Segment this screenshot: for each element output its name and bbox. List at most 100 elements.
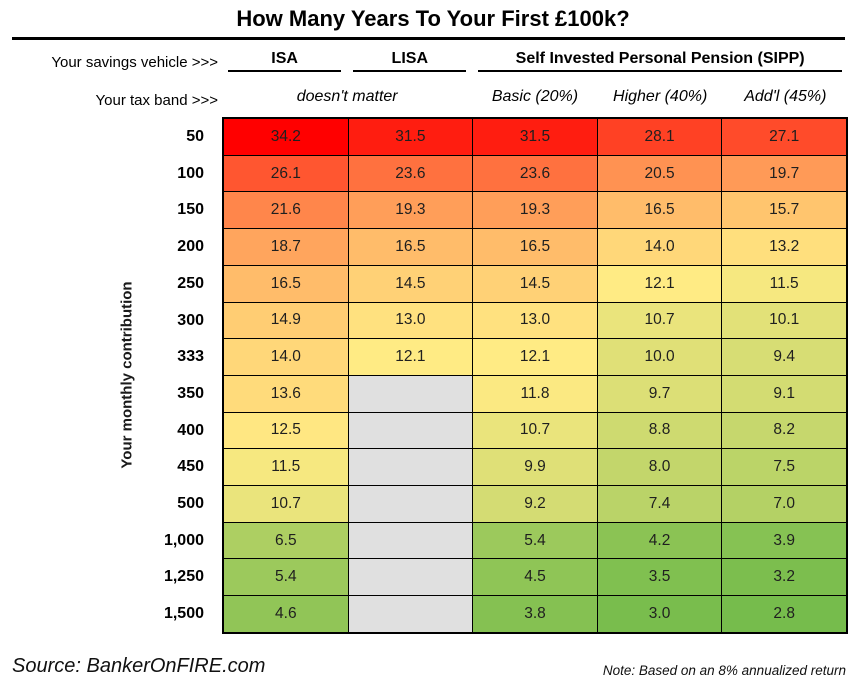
row-label: 1,250 — [163, 568, 204, 586]
tax-band-higher: Higher (40%) — [613, 88, 708, 105]
heatmap-grid: 34.2 31.5 31.5 28.1 27.1 26.1 23.6 23.6 20.5 19.7… — [222, 117, 848, 634]
heatmap-cell: 3.9 — [722, 522, 846, 559]
heatmap-cell: 16.5 — [348, 229, 473, 265]
row-label: 100 — [177, 164, 204, 182]
heatmap-cell: 19.7 — [722, 155, 846, 192]
heatmap-cell: 3.2 — [722, 559, 846, 596]
heatmap-cell: 10.1 — [722, 302, 846, 339]
heatmap-cell: 4.6 — [224, 596, 348, 632]
heatmap-cell: 7.5 — [722, 449, 846, 486]
vehicle-header-lisa: LISA — [353, 50, 467, 72]
heatmap-cell: 14.5 — [348, 265, 473, 302]
heatmap-cell: 14.0 — [597, 229, 722, 265]
row-label: 350 — [177, 384, 204, 402]
row-label: 150 — [177, 201, 204, 219]
heatmap-cell: 14.0 — [224, 339, 348, 375]
vehicle-header-sipp: Self Invested Personal Pension (SIPP) — [478, 50, 842, 72]
heatmap-cell: 13.0 — [473, 302, 597, 339]
tax-band-label: Your tax band >>> — [95, 92, 218, 109]
heatmap-cell: 16.5 — [473, 229, 597, 265]
heatmap-cell: 23.6 — [473, 155, 597, 192]
heatmap-cell: 19.3 — [473, 192, 597, 229]
heatmap-cell: 21.6 — [224, 192, 348, 229]
heatmap-cell: 10.0 — [597, 339, 722, 375]
heatmap-cell: 9.4 — [722, 339, 846, 375]
vehicle-header-isa: ISA — [228, 50, 342, 72]
heatmap-cell: 8.8 — [597, 412, 722, 449]
heatmap-cell: 3.5 — [597, 559, 722, 596]
heatmap-cell: 10.7 — [473, 412, 597, 449]
heatmap-cell: 14.5 — [473, 265, 597, 302]
heatmap-cell: 10.7 — [597, 302, 722, 339]
heatmap-cell: 16.5 — [597, 192, 722, 229]
row-label: 333 — [177, 348, 204, 366]
row-label: 1,000 — [163, 531, 204, 549]
heatmap-cell: 12.5 — [224, 412, 348, 449]
source-text: Source: BankerOnFIRE.com — [12, 655, 266, 677]
empty-cell — [348, 596, 473, 632]
heatmap-cell: 9.1 — [722, 375, 846, 412]
heatmap-cell: 11.5 — [722, 265, 846, 302]
heatmap-cell: 3.8 — [473, 596, 597, 632]
heatmap-cell: 14.9 — [224, 302, 348, 339]
tax-band-doesnt-matter: doesn't matter — [296, 88, 398, 105]
row-labels-column: 50 100 150 200 250 300 333 350 400 450 500 1,000 1,2… — [0, 119, 204, 632]
tax-band-basic: Basic (20%) — [491, 88, 579, 105]
heatmap-cell: 11.5 — [224, 449, 348, 486]
row-label: 500 — [177, 495, 204, 513]
tax-band-additional: Add'l (45%) — [744, 88, 827, 105]
heatmap-cell: 8.0 — [597, 449, 722, 486]
heatmap-cell: 13.2 — [722, 229, 846, 265]
row-label: 250 — [177, 274, 204, 292]
heatmap-cell: 20.5 — [597, 155, 722, 192]
empty-cell — [348, 449, 473, 486]
y-axis-label: Your monthly contribution — [118, 281, 136, 469]
heatmap-cell: 5.4 — [224, 559, 348, 596]
vehicle-header-row: ISA LISA Self Invested Personal Pension … — [222, 50, 848, 72]
row-label: 300 — [177, 311, 204, 329]
heatmap-cell: 6.5 — [224, 522, 348, 559]
heatmap-cell: 13.6 — [224, 375, 348, 412]
heatmap-cell: 9.2 — [473, 486, 597, 522]
empty-cell — [348, 412, 473, 449]
heatmap-cell: 13.0 — [348, 302, 473, 339]
heatmap-cell: 16.5 — [224, 265, 348, 302]
heatmap-cell: 3.0 — [597, 596, 722, 632]
heatmap-cell: 8.2 — [722, 412, 846, 449]
heatmap-cell: 34.2 — [224, 119, 348, 155]
tax-band-header-row: doesn't matter Basic (20%) Higher (40%) … — [222, 88, 848, 106]
heatmap-cell: 7.0 — [722, 486, 846, 522]
empty-cell — [348, 559, 473, 596]
row-label: 50 — [186, 128, 204, 145]
heatmap-cell: 12.1 — [597, 265, 722, 302]
empty-cell — [348, 375, 473, 412]
heatmap-cell: 4.2 — [597, 522, 722, 559]
note-text: Note: Based on an 8% annualized return — [602, 663, 846, 678]
title-rule — [12, 37, 845, 40]
row-label: 1,500 — [163, 605, 204, 623]
empty-cell — [348, 522, 473, 559]
heatmap-cell: 12.1 — [473, 339, 597, 375]
heatmap-cell: 28.1 — [597, 119, 722, 155]
heatmap-cell: 23.6 — [348, 155, 473, 192]
heatmap-cell: 31.5 — [473, 119, 597, 155]
heatmap-cell: 5.4 — [473, 522, 597, 559]
heatmap-cell: 9.7 — [597, 375, 722, 412]
heatmap-cell: 27.1 — [722, 119, 846, 155]
heatmap-cell: 2.8 — [722, 596, 846, 632]
row-label: 450 — [177, 458, 204, 476]
heatmap-cell: 10.7 — [224, 486, 348, 522]
heatmap-cell: 4.5 — [473, 559, 597, 596]
heatmap-cell: 19.3 — [348, 192, 473, 229]
heatmap-cell: 9.9 — [473, 449, 597, 486]
heatmap-cell: 12.1 — [348, 339, 473, 375]
row-label: 200 — [177, 238, 204, 256]
savings-vehicle-label: Your savings vehicle >>> — [51, 54, 218, 71]
heatmap-cell: 31.5 — [348, 119, 473, 155]
page-title: How Many Years To Your First £100k? — [236, 6, 630, 31]
heatmap-cell: 26.1 — [224, 155, 348, 192]
empty-cell — [348, 486, 473, 522]
heatmap-cell: 7.4 — [597, 486, 722, 522]
heatmap-cell: 18.7 — [224, 229, 348, 265]
